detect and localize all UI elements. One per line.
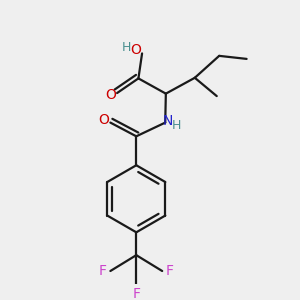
- Text: H: H: [122, 41, 131, 54]
- Text: O: O: [98, 113, 109, 127]
- Text: F: F: [166, 264, 174, 278]
- Text: N: N: [163, 114, 173, 128]
- Text: O: O: [130, 44, 141, 57]
- Text: F: F: [132, 287, 140, 300]
- Text: H: H: [172, 118, 182, 131]
- Text: O: O: [106, 88, 116, 102]
- Text: F: F: [98, 264, 106, 278]
